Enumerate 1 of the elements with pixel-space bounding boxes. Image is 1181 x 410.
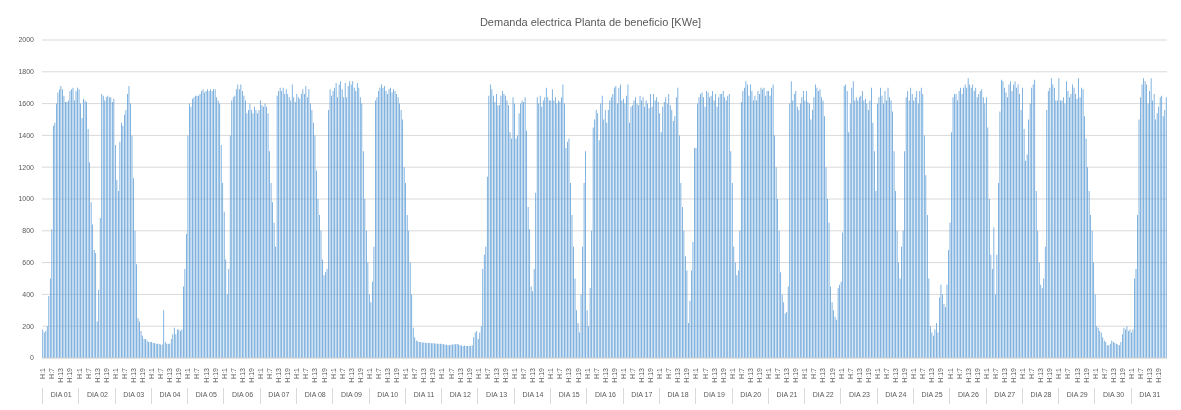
chart-title: Demanda electrica Planta de beneficio [KWe] <box>478 16 703 28</box>
